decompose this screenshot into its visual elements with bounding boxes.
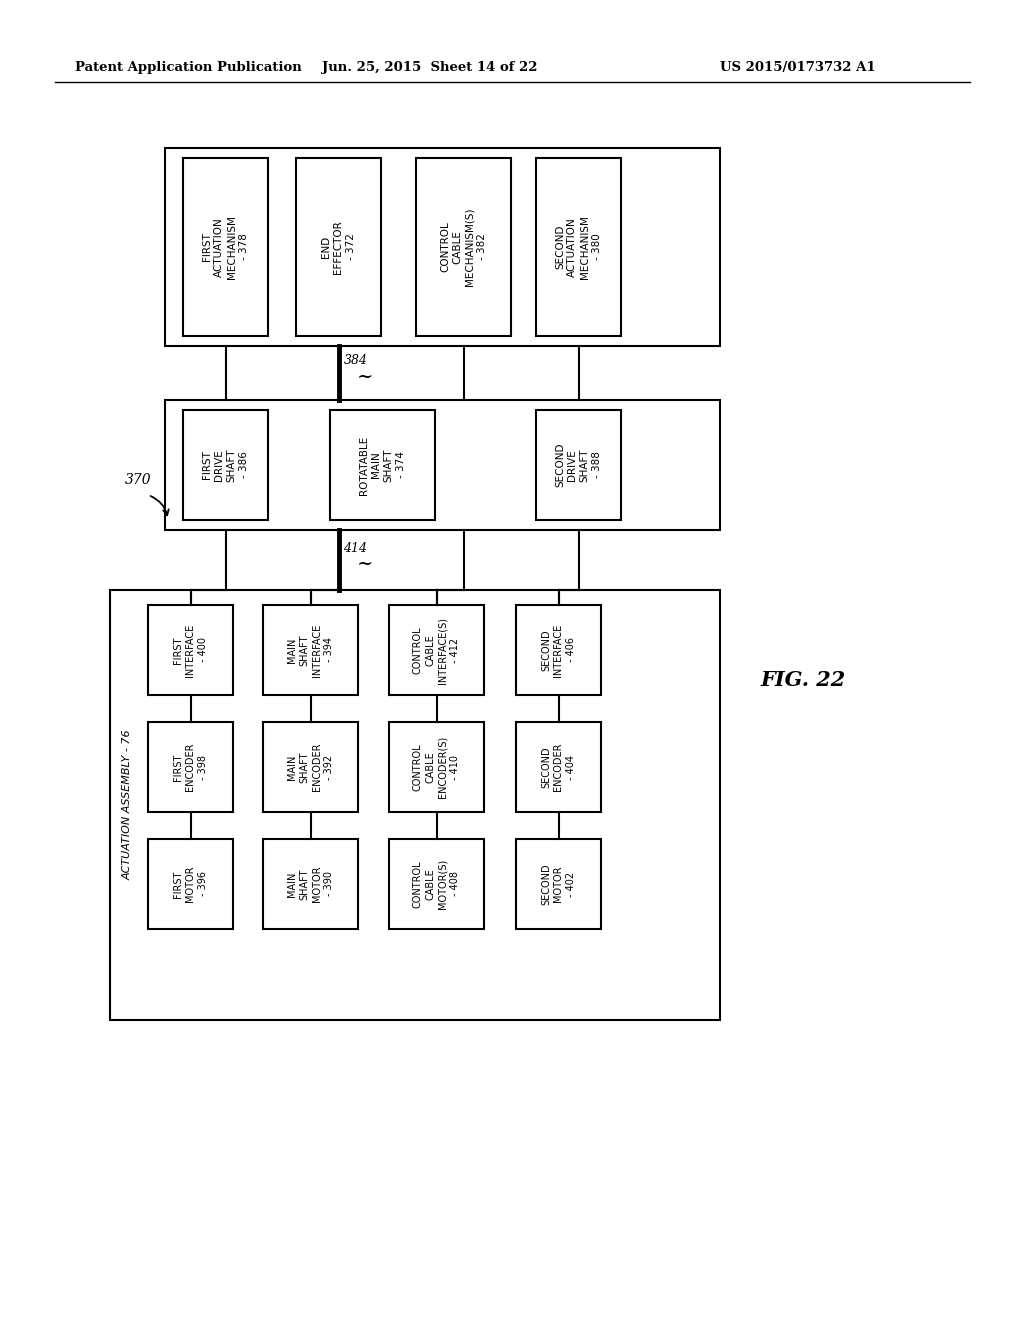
Bar — [110, 590, 720, 1020]
Bar — [183, 158, 268, 337]
Text: CONTROL
CABLE
MECHANISM(S)
- 382: CONTROL CABLE MECHANISM(S) - 382 — [440, 207, 487, 286]
Text: Patent Application Publication: Patent Application Publication — [75, 62, 302, 74]
Text: FIRST
INTERFACE
- 400: FIRST INTERFACE - 400 — [173, 623, 208, 677]
Bar — [183, 411, 268, 520]
Text: MAIN
SHAFT
ENCODER
- 392: MAIN SHAFT ENCODER - 392 — [287, 743, 334, 791]
Bar — [165, 400, 720, 531]
Bar — [516, 605, 601, 696]
Text: FIRST
ACTUATION
MECHANISM
- 378: FIRST ACTUATION MECHANISM - 378 — [202, 215, 249, 279]
Text: FIG. 22: FIG. 22 — [760, 671, 845, 690]
Text: 384: 384 — [343, 355, 368, 367]
Text: 414: 414 — [343, 541, 368, 554]
Text: CONTROL
CABLE
ENCODER(S)
- 410: CONTROL CABLE ENCODER(S) - 410 — [413, 735, 460, 799]
Text: SECOND
MOTOR
- 402: SECOND MOTOR - 402 — [541, 863, 575, 904]
Bar — [330, 411, 435, 520]
Text: SECOND
DRIVE
SHAFT
- 388: SECOND DRIVE SHAFT - 388 — [555, 442, 602, 487]
Text: US 2015/0173732 A1: US 2015/0173732 A1 — [720, 62, 876, 74]
Bar — [148, 722, 233, 812]
Text: FIRST
ENCODER
- 398: FIRST ENCODER - 398 — [173, 743, 208, 791]
Text: ~: ~ — [356, 368, 373, 385]
Bar — [263, 605, 358, 696]
Bar — [389, 840, 484, 929]
Text: FIRST
MOTOR
- 396: FIRST MOTOR - 396 — [173, 866, 208, 903]
Bar — [516, 722, 601, 812]
Text: SECOND
INTERFACE
- 406: SECOND INTERFACE - 406 — [541, 623, 575, 677]
Text: 370: 370 — [125, 473, 152, 487]
Bar — [389, 605, 484, 696]
Text: ~: ~ — [356, 554, 373, 573]
Text: MAIN
SHAFT
INTERFACE
- 394: MAIN SHAFT INTERFACE - 394 — [287, 623, 334, 677]
Bar — [416, 158, 511, 337]
Bar — [263, 722, 358, 812]
Bar — [536, 158, 621, 337]
Text: ACTUATION ASSEMBLY - 76: ACTUATION ASSEMBLY - 76 — [123, 730, 133, 880]
Bar — [165, 148, 720, 346]
Bar — [263, 840, 358, 929]
Text: CONTROL
CABLE
INTERFACE(S)
- 412: CONTROL CABLE INTERFACE(S) - 412 — [413, 616, 460, 684]
Text: SECOND
ACTUATION
MECHANISM
- 380: SECOND ACTUATION MECHANISM - 380 — [555, 215, 602, 279]
Bar — [516, 840, 601, 929]
Bar — [536, 411, 621, 520]
Bar — [148, 840, 233, 929]
Text: Jun. 25, 2015  Sheet 14 of 22: Jun. 25, 2015 Sheet 14 of 22 — [323, 62, 538, 74]
Text: MAIN
SHAFT
MOTOR
- 390: MAIN SHAFT MOTOR - 390 — [287, 866, 334, 903]
Bar — [389, 722, 484, 812]
Text: CONTROL
CABLE
MOTOR(S)
- 408: CONTROL CABLE MOTOR(S) - 408 — [413, 859, 460, 909]
Text: ROTATABLE
MAIN
SHAFT
- 374: ROTATABLE MAIN SHAFT - 374 — [358, 436, 407, 495]
Text: FIRST
DRIVE
SHAFT
- 386: FIRST DRIVE SHAFT - 386 — [202, 449, 249, 482]
Bar — [148, 605, 233, 696]
Bar — [296, 158, 381, 337]
Text: END
EFFECTOR
- 372: END EFFECTOR - 372 — [322, 220, 356, 273]
Text: SECOND
ENCODER
- 404: SECOND ENCODER - 404 — [541, 743, 575, 791]
